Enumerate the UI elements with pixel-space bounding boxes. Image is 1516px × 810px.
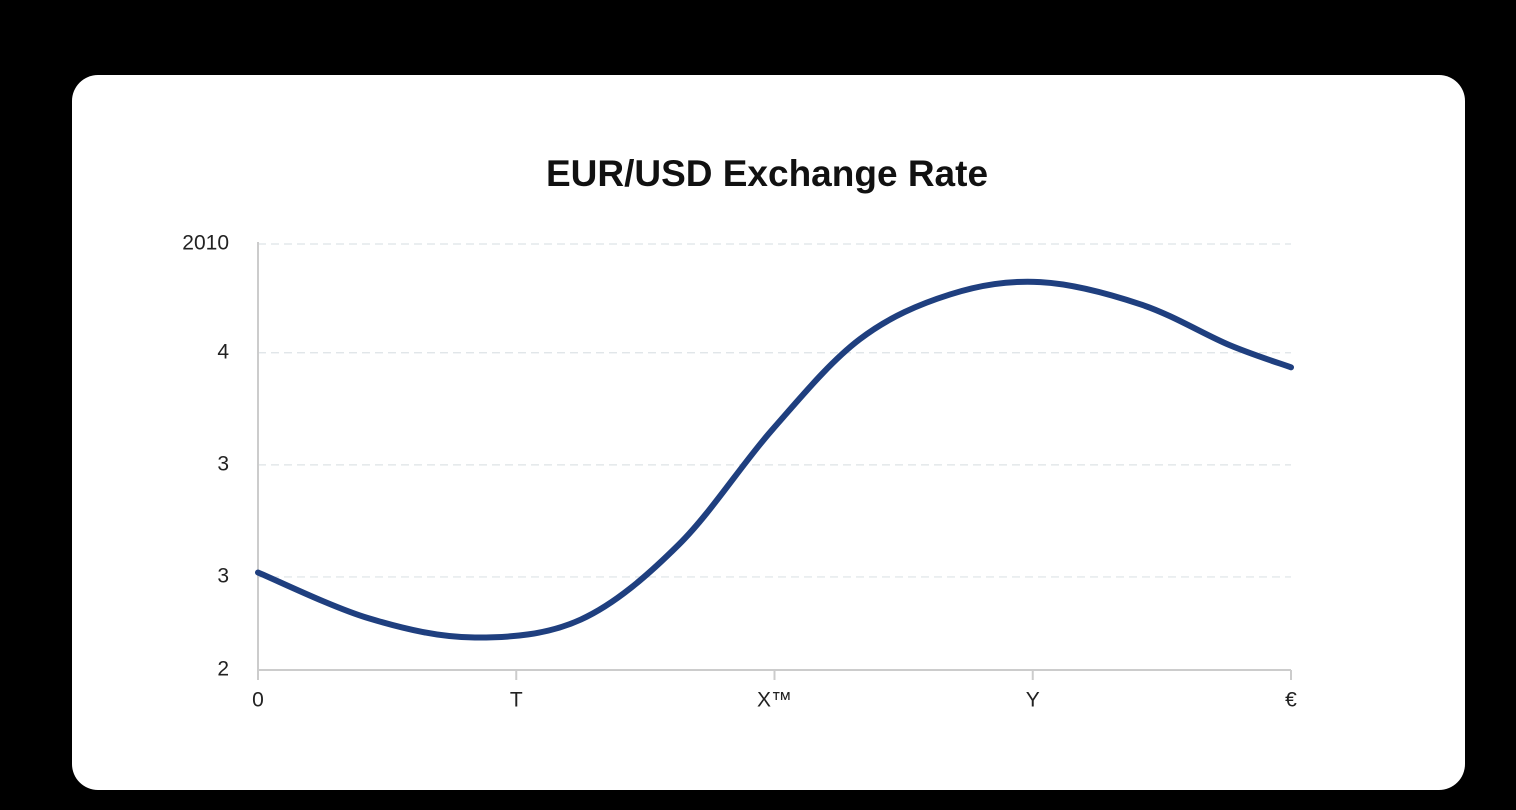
x-tick-label: 0 [252,689,264,712]
y-tick-label: 3 [217,452,229,475]
y-tick-label: 2010 [182,232,229,255]
x-tick-label: Y [1026,689,1040,712]
x-tick-label: T [510,689,523,712]
y-tick-label: 2 [217,658,229,681]
x-tick-label: € [1285,689,1297,712]
x-tick-label: X™ [757,689,792,712]
line-series [255,278,1294,641]
y-tick-label: 4 [217,340,229,363]
y-tick-label: 3 [217,564,229,587]
chart-title: EUR/USD Exchange Rate [546,153,988,194]
